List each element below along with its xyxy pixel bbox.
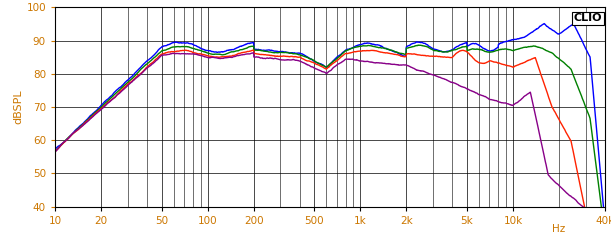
Text: CLIO: CLIO — [574, 13, 602, 23]
Y-axis label: dBSPL: dBSPL — [13, 90, 24, 124]
Text: Hz: Hz — [552, 224, 565, 234]
